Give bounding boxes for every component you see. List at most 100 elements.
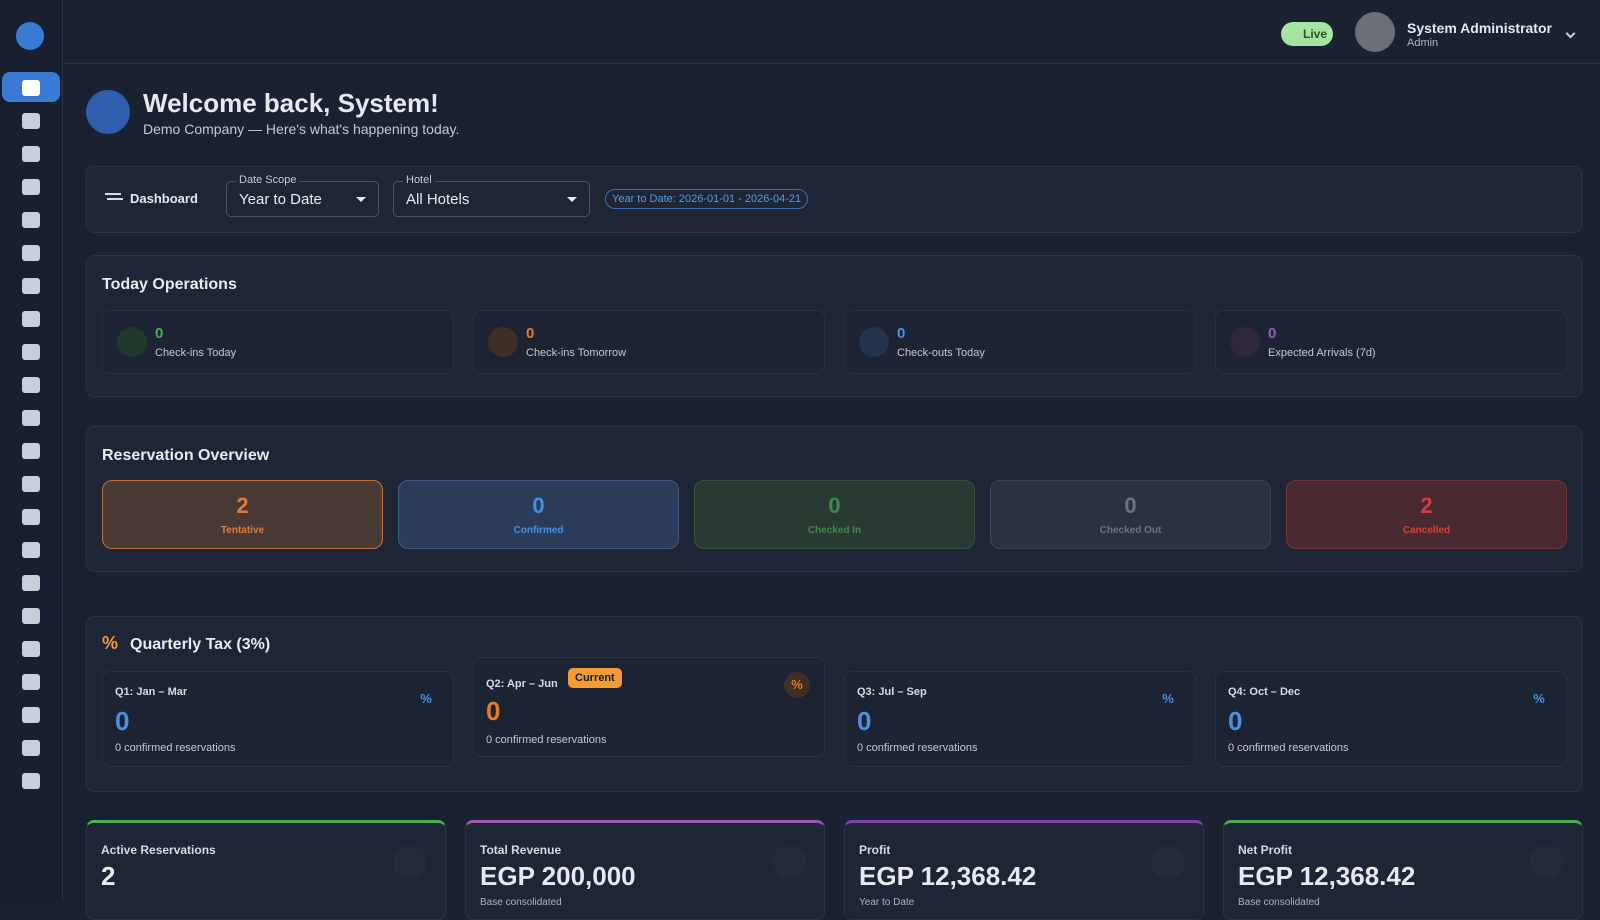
nav-icon[interactable] [22, 344, 40, 360]
filter-label: Dashboard [130, 191, 198, 206]
status-tile[interactable]: 0 Checked In [694, 480, 975, 549]
live-badge: Live [1281, 22, 1333, 46]
operation-value: 0 [155, 325, 164, 342]
caret [356, 197, 366, 202]
select-caption: Date Scope [236, 174, 300, 186]
kpi-note: Base consolidated [1238, 897, 1320, 908]
logo[interactable] [16, 22, 44, 50]
kpi-icon [772, 845, 806, 879]
nav-icon[interactable] [22, 410, 40, 426]
kpi-label: Profit [859, 843, 891, 857]
quarter-label: Q2: Apr – Jun [486, 678, 558, 690]
quarter-note: 0 confirmed reservations [486, 734, 607, 746]
operation-stat: 0 Check-ins Tomorrow [473, 310, 825, 374]
kpi-value: 2 [101, 861, 116, 891]
caret [567, 197, 577, 202]
kpi-note: Base consolidated [480, 897, 562, 908]
operation-icon [1230, 327, 1260, 357]
user-menu-caret[interactable] [1565, 28, 1576, 39]
sidebar [0, 0, 63, 901]
quarter-note: 0 confirmed reservations [115, 742, 236, 754]
kpi-card: Total Revenue EGP 200,000 Base consolidate… [465, 820, 825, 920]
nav-icon[interactable] [22, 509, 40, 525]
avatar[interactable] [1355, 12, 1395, 52]
welcome-title: Welcome back, System! [143, 88, 439, 118]
status-label: Tentative [220, 525, 265, 536]
operation-label: Check-ins Today [155, 347, 237, 359]
status-tile[interactable]: 2 Tentative [102, 480, 383, 549]
welcome-subtitle: Demo Company — Here's what's happening t… [143, 121, 460, 137]
nav-icon[interactable] [22, 773, 40, 789]
nav-icon[interactable] [22, 608, 40, 624]
kpi-card: Profit EGP 12,368.42 Year to Date [844, 820, 1204, 920]
nav-icon[interactable] [22, 674, 40, 690]
kpi-value: EGP 12,368.42 [859, 861, 1037, 891]
nav-icon[interactable] [22, 740, 40, 756]
status-tile[interactable]: 0 Checked Out [990, 480, 1271, 549]
operation-label: Expected Arrivals (7d) [1268, 347, 1376, 359]
quarter-value: 0 [857, 706, 872, 736]
kpi-card: Active Reservations 2 [86, 820, 446, 920]
kpi-label: Net Profit [1238, 843, 1292, 857]
quarter-value: 0 [115, 706, 130, 736]
operation-stat: 0 Check-outs Today [844, 310, 1196, 374]
quarter-note: 0 confirmed reservations [857, 742, 978, 754]
section-title: Today Operations [102, 276, 237, 293]
operation-label: Check-ins Tomorrow [526, 347, 627, 359]
nav-icon[interactable] [22, 542, 40, 558]
nav-icon[interactable] [22, 278, 40, 294]
nav-icon[interactable] [22, 179, 40, 195]
operation-value: 0 [897, 325, 906, 342]
quarter-card: Q4: Oct – Dec 0 0 confirmed reservations% [1215, 671, 1567, 767]
nav-icon[interactable] [22, 476, 40, 492]
status-label: Confirmed [513, 525, 564, 536]
hotel-select[interactable]: Hotel All Hotels [393, 174, 590, 217]
date-range-chip: Year to Date: 2026-01-01 - 2026-04-21 [605, 189, 809, 209]
nav-icon[interactable] [22, 146, 40, 162]
kpi-icon [393, 845, 427, 879]
quarter-value: 0 [1228, 706, 1243, 736]
quarter-label: Q1: Jan – Mar [115, 686, 188, 698]
quarter-card: Q3: Jul – Sep 0 0 confirmed reservations% [844, 671, 1196, 767]
nav-icon[interactable] [22, 113, 40, 129]
quarter-value: 0 [486, 696, 501, 726]
nav-icon[interactable] [22, 80, 40, 96]
status-tile[interactable]: 2 Cancelled [1286, 480, 1567, 549]
operation-label: Check-outs Today [897, 347, 985, 359]
quarter-card: Q2: Apr – Jun Current 0 0 confirmed reserva… [473, 657, 825, 757]
select-caption: Hotel [403, 174, 435, 186]
nav-icon[interactable] [22, 245, 40, 261]
date-scope-select[interactable]: Date Scope Year to Date [226, 174, 379, 217]
kpi-icon [1530, 845, 1564, 879]
select-value: Year to Date [239, 191, 322, 208]
nav-icon[interactable] [22, 641, 40, 657]
kpi-value: EGP 12,368.42 [1238, 861, 1416, 891]
nav-icon[interactable] [22, 443, 40, 459]
kpi-icon [1151, 845, 1185, 879]
section-title: Quarterly Tax (3%) [130, 636, 271, 653]
operation-stat: 0 Expected Arrivals (7d) [1215, 310, 1567, 374]
kpi-note: Year to Date [859, 897, 915, 908]
filter-icon [105, 193, 121, 195]
nav-icon[interactable] [22, 707, 40, 723]
user-name: System Administrator [1407, 20, 1552, 36]
nav-icon[interactable] [22, 311, 40, 327]
operation-stat: 0 Check-ins Today [102, 310, 454, 374]
select-value: All Hotels [406, 191, 470, 208]
status-tile[interactable]: 0 Confirmed [398, 480, 679, 549]
user-role: Admin [1407, 37, 1439, 49]
tax-icon: % [102, 633, 119, 653]
topbar: Live System Administrator Admin [63, 0, 1600, 64]
kpi-value: EGP 200,000 [480, 861, 636, 891]
welcome-icon [86, 90, 130, 134]
status-count: 0 [532, 493, 545, 518]
status-count: 2 [236, 493, 249, 518]
operation-icon [117, 327, 147, 357]
nav-icon[interactable] [22, 377, 40, 393]
nav-icon[interactable] [22, 212, 40, 228]
quarter-icon: % [784, 672, 810, 698]
operation-icon [859, 327, 889, 357]
quarter-label: Q3: Jul – Sep [857, 686, 927, 698]
nav-icon[interactable] [22, 575, 40, 591]
kpi-card: Net Profit EGP 12,368.42 Base consolidated [1223, 820, 1583, 920]
